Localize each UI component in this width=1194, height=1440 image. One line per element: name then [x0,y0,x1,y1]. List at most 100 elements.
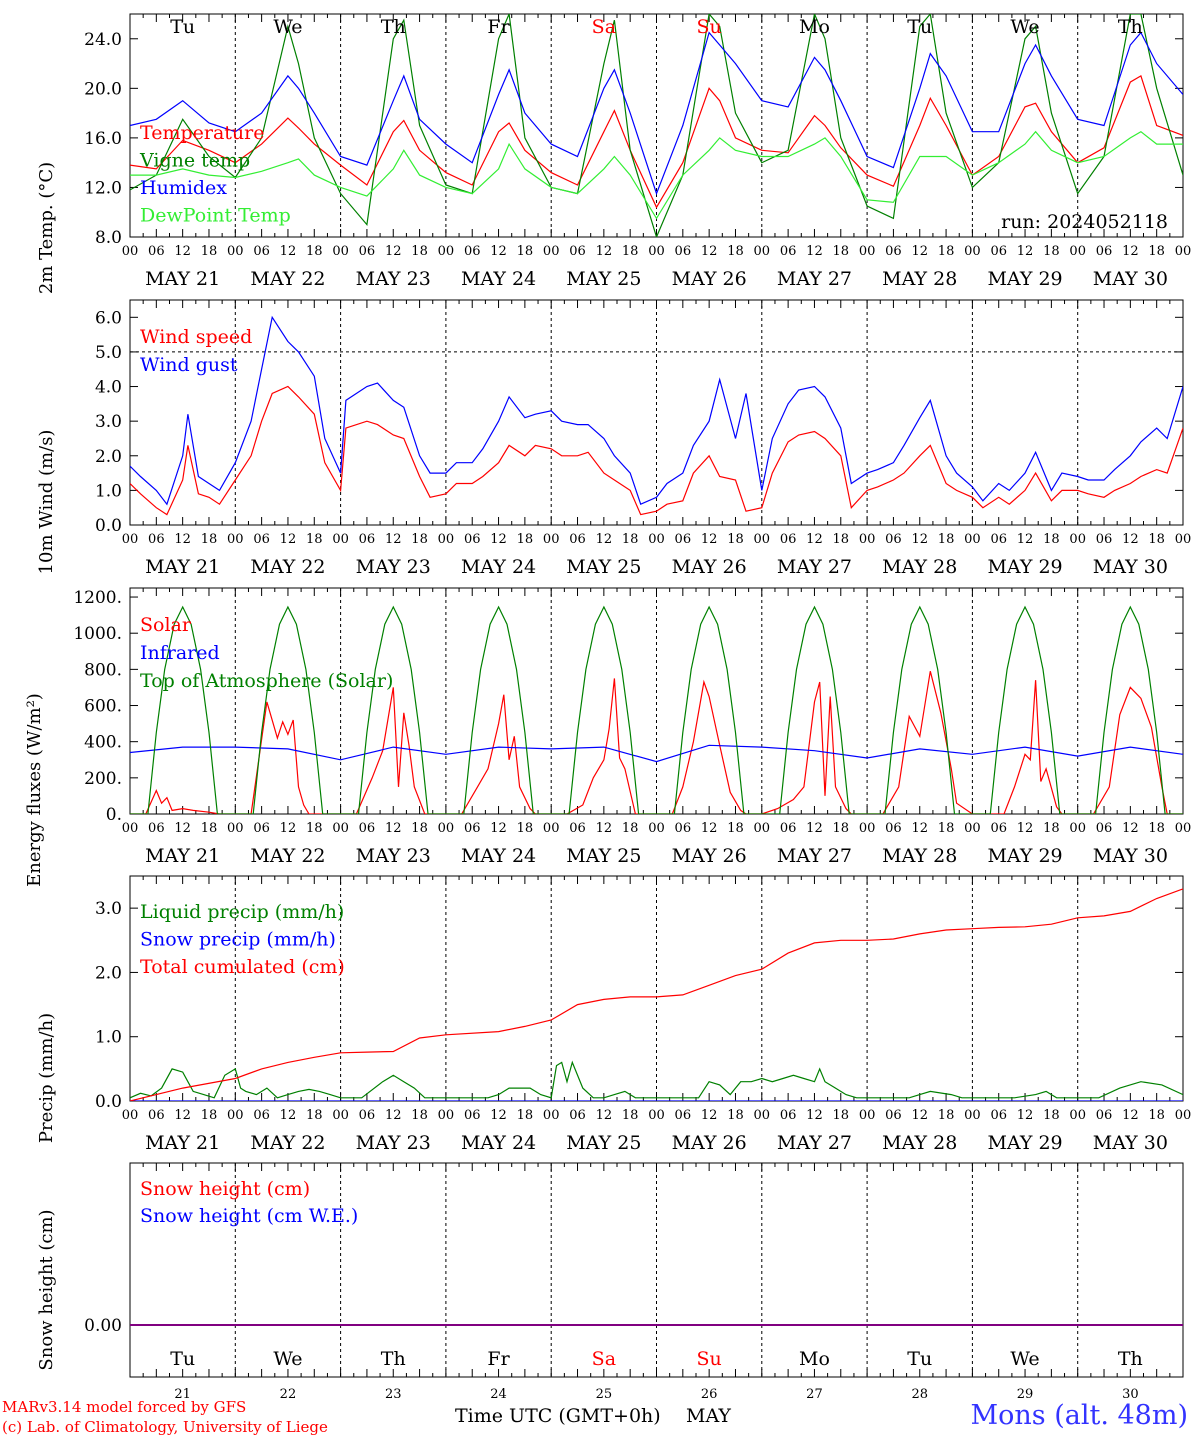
y-axis-label: 10m Wind (m/s) [36,430,57,575]
date-label: MAY 30 [1093,268,1168,290]
hour-tick-label: 18 [1148,532,1165,547]
hour-tick-label: 12 [174,1108,191,1123]
hour-tick-label: 00 [964,532,981,547]
hour-tick-label: 12 [806,821,823,836]
weekday-label: Su [697,16,722,38]
y-tick-label: 0.0 [95,516,122,536]
hour-tick-label: 12 [806,532,823,547]
weekday-label: We [1010,1348,1039,1370]
hour-tick-label: 00 [438,244,455,259]
hour-tick-label: 06 [569,244,586,259]
day-number-label: 22 [280,1387,297,1402]
hour-tick-label: 18 [517,1108,534,1123]
hour-tick-label: 12 [596,244,613,259]
panel-5: 0.00 Snow height (cm) Snow height (cm) Snow… [36,1162,1184,1378]
date-label: MAY 30 [1093,845,1168,867]
date-label: MAY 28 [882,1132,957,1154]
y-tick-label: 6.0 [95,308,122,328]
date-label: MAY 22 [250,268,325,290]
date-label: MAY 24 [461,556,536,578]
y-tick-label: 600. [84,697,122,717]
hour-tick-label: 06 [569,532,586,547]
hour-tick-label: 00 [648,244,665,259]
legend-entry: Snow precip (mm/h) [140,929,336,951]
date-label: MAY 25 [566,1132,641,1154]
hour-tick-label: 18 [201,532,218,547]
date-label: MAY 29 [987,845,1062,867]
hour-tick-label: 00 [754,244,771,259]
weekday-label: Th [381,1348,406,1370]
hour-tick-label: 12 [280,244,297,259]
hour-tick-label: 18 [1043,821,1060,836]
hour-tick-label: 18 [727,821,744,836]
y-axis-label: Precip (mm/h) [36,1013,57,1143]
hour-tick-label: 18 [201,821,218,836]
weekday-label: Sa [592,1348,616,1370]
panel-4: 0.0 1.0 2.0 3.0 Precip (mm/h) Liquid precip (… [36,875,1191,1154]
hour-tick-label: 00 [438,532,455,547]
hour-tick-label: 00 [859,1108,876,1123]
weekday-label: Fr [487,1348,510,1370]
hour-tick-label: 00 [543,821,560,836]
hour-tick-label: 18 [306,532,323,547]
hour-tick-label: 00 [859,532,876,547]
hour-tick-label: 12 [596,1108,613,1123]
hour-tick-label: 18 [938,244,955,259]
series-line [130,888,1183,1101]
hour-tick-label: 06 [359,821,376,836]
hour-tick-label: 18 [622,532,639,547]
date-label: MAY 24 [461,1132,536,1154]
hour-tick-label: 18 [411,821,428,836]
date-label: MAY 21 [145,1132,220,1154]
date-label: MAY 24 [461,268,536,290]
hour-tick-label: 18 [833,244,850,259]
weekday-label: Mo [799,1348,830,1370]
hour-tick-label: 00 [122,244,139,259]
hour-tick-label: 18 [306,1108,323,1123]
hour-tick-label: 00 [543,532,560,547]
hour-tick-label: 00 [754,821,771,836]
hour-tick-label: 06 [359,532,376,547]
date-label: MAY 26 [672,556,747,578]
y-tick-label: 20.0 [84,79,122,99]
hour-tick-label: 06 [1096,821,1113,836]
y-tick-label: 2.0 [95,963,122,983]
hour-tick-label: 00 [964,1108,981,1123]
hour-tick-label: 06 [148,821,165,836]
hour-tick-label: 06 [675,821,692,836]
date-label: MAY 27 [777,845,852,867]
day-number-label: 28 [911,1387,928,1402]
date-label: MAY 26 [672,845,747,867]
day-number-label: 27 [806,1387,823,1402]
hour-tick-label: 06 [885,244,902,259]
hour-tick-label: 06 [569,1108,586,1123]
hour-tick-label: 12 [911,244,928,259]
hour-tick-label: 06 [359,244,376,259]
weekday-label: Su [697,1348,722,1370]
date-label: MAY 25 [566,845,641,867]
hour-tick-label: 06 [464,1108,481,1123]
hour-tick-label: 12 [1122,1108,1139,1123]
hour-tick-label: 00 [543,1108,560,1123]
hour-tick-label: 12 [806,244,823,259]
day-number-label: 24 [490,1387,507,1402]
station-label: Mons (alt. 48m) [970,1400,1188,1431]
weekday-label: Tu [170,16,195,38]
hour-tick-label: 06 [1096,532,1113,547]
hour-tick-label: 00 [332,244,349,259]
hour-tick-label: 06 [675,1108,692,1123]
date-label: MAY 29 [987,556,1062,578]
hour-tick-label: 06 [464,244,481,259]
hour-tick-label: 12 [174,532,191,547]
y-axis-label: Energy fluxes (W/m²) [24,693,45,887]
series-line [130,315,1183,506]
hour-tick-label: 00 [332,1108,349,1123]
hour-tick-label: 18 [1043,244,1060,259]
hour-tick-label: 06 [253,532,270,547]
hour-tick-label: 06 [990,1108,1007,1123]
hour-tick-label: 00 [122,1108,139,1123]
x-axis-label: Time UTC (GMT+0h) [455,1405,661,1427]
y-tick-label: 800. [84,660,122,680]
y-axis-label: Snow height (cm) [36,1209,57,1370]
legend-entry: Infrared [140,642,220,664]
